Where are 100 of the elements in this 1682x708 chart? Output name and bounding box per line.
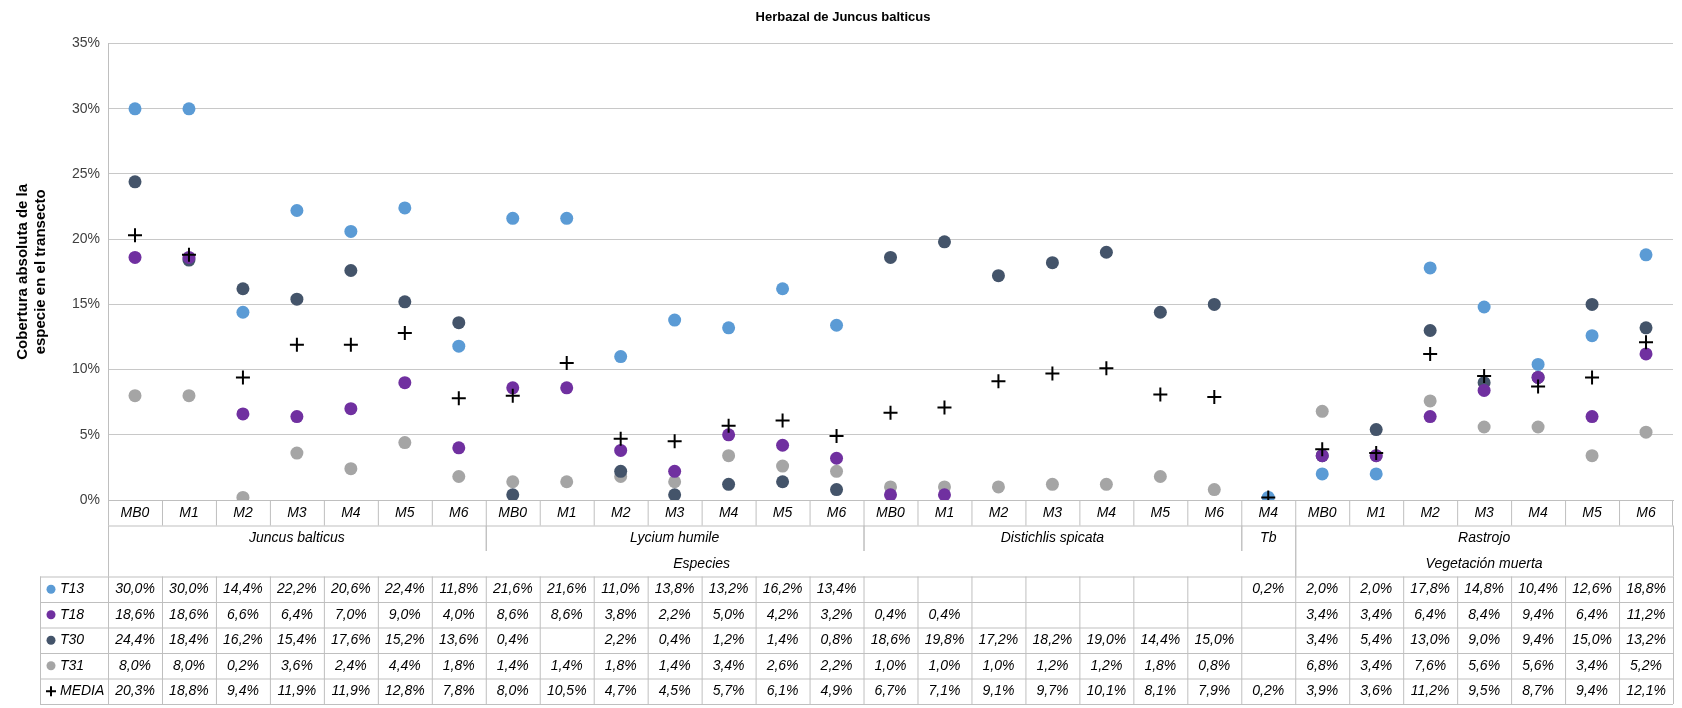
y-tick-label: 30%: [71, 99, 101, 116]
data-label: 8,0%: [173, 656, 205, 673]
x-tick-label: M5: [772, 503, 793, 520]
data-label: 4,0%: [442, 605, 475, 622]
text: Juncus balticus: [248, 529, 345, 546]
data-label: 7,6%: [1414, 656, 1447, 673]
data-label: 9,4%: [1522, 605, 1555, 622]
data-label: 1,0%: [874, 656, 907, 673]
data-label: 5,4%: [1360, 631, 1393, 648]
data-label: 3,2%: [820, 605, 853, 622]
data-label: 2,0%: [1305, 580, 1339, 597]
data-label: 18,2%: [1032, 631, 1073, 648]
data-label: 1,4%: [550, 656, 583, 673]
data-label: 16,2%: [762, 580, 803, 597]
data-label: 2,2%: [657, 605, 691, 622]
legend-label: MEDIA: [60, 682, 105, 699]
legend-label: T13: [60, 580, 85, 597]
data-label: 0,2%: [226, 656, 259, 673]
x-tick-label: M2: [233, 503, 253, 520]
data-label: 5,0%: [712, 605, 745, 622]
data-label: 1,0%: [982, 656, 1015, 673]
text: Distichlis spicata: [1000, 529, 1105, 546]
x-tick-label: M4: [718, 503, 739, 520]
x-tick-label: M3: [1474, 503, 1495, 520]
data-label: 11,9%: [277, 682, 317, 699]
data-label: 1,4%: [496, 656, 529, 673]
data-label: 8,0%: [496, 682, 529, 699]
data-label: 3,4%: [1306, 631, 1339, 648]
x-tick-label: M6: [826, 503, 847, 520]
data-label: 3,4%: [1360, 656, 1393, 673]
data-label: 2,6%: [765, 656, 799, 673]
data-label: 1,2%: [712, 631, 745, 648]
data-label: 4,2%: [766, 605, 799, 622]
x-tick-label: M1: [1366, 503, 1386, 520]
data-label: 19,0%: [1086, 631, 1127, 648]
data-label: 9,1%: [982, 682, 1015, 699]
data-label: 11,9%: [331, 682, 371, 699]
data-label: 11,8%: [439, 580, 479, 597]
data-label: 3,9%: [1306, 682, 1339, 699]
y-tick-label: 35%: [71, 34, 101, 51]
data-label: 18,8%: [1626, 580, 1666, 597]
y-tick-label: 5%: [79, 425, 101, 442]
x-tick-label: M3: [664, 503, 685, 520]
data-label: 2,4%: [333, 656, 367, 673]
data-label: 4,4%: [388, 656, 421, 673]
y-tick-label: 20%: [71, 230, 101, 247]
data-label: 1,2%: [1090, 656, 1123, 673]
x-tick-label: M2: [988, 503, 1009, 520]
data-label: 3,6%: [280, 656, 313, 673]
data-label: 4,7%: [604, 682, 637, 699]
data-label: 3,4%: [1360, 605, 1393, 622]
data-label: 3,4%: [1576, 656, 1609, 673]
data-label: 0,4%: [928, 605, 961, 622]
data-label: 3,4%: [712, 656, 745, 673]
y-tick-label: 25%: [71, 164, 101, 181]
text: Rastrojo: [1458, 529, 1511, 546]
data-label: 4,5%: [658, 682, 691, 699]
x-tick-label: MB0: [498, 503, 528, 520]
x-tick-label: M2: [610, 503, 631, 520]
data-label: 17,2%: [978, 631, 1019, 648]
data-label: 9,0%: [1468, 631, 1501, 648]
x-tick-label: M3: [1042, 503, 1063, 520]
data-label: 15,4%: [277, 631, 317, 648]
data-label: 8,1%: [1144, 682, 1177, 699]
x-tick-label: M5: [1150, 503, 1171, 520]
legend-label: T18: [60, 605, 85, 622]
text: Lycium humile: [630, 529, 720, 546]
data-label: 8,6%: [496, 605, 529, 622]
data-label: 9,4%: [1576, 682, 1609, 699]
data-label: 10,1%: [1086, 682, 1127, 699]
x-tick-label: M2: [1420, 503, 1441, 520]
data-label: 13,2%: [1626, 631, 1666, 648]
x-tick-label: M4: [341, 503, 361, 520]
data-label: 5,6%: [1522, 656, 1555, 673]
data-label: 1,2%: [1036, 656, 1069, 673]
x-tick-label: M4: [1528, 503, 1549, 520]
x-tick-label: M5: [1582, 503, 1602, 520]
data-label: 1,8%: [442, 656, 475, 673]
data-label: 13,6%: [438, 631, 479, 648]
x-tick-label: M1: [556, 503, 577, 520]
y-tick-label: 0%: [79, 490, 101, 507]
x-tick-label: M6: [1636, 503, 1656, 520]
data-label: 17,6%: [331, 631, 371, 648]
data-label: 21,6%: [491, 580, 533, 597]
data-label: 9,4%: [1522, 631, 1555, 648]
legend-label: T30: [60, 631, 85, 648]
data-label: 7,1%: [928, 682, 961, 699]
data-label: 1,8%: [1144, 656, 1177, 673]
data-label: 12,1%: [1626, 682, 1666, 699]
y-axis-title: Cobertura absoluta de la especie en el transecto: [13, 183, 49, 360]
data-label: 2,0%: [1359, 580, 1393, 597]
x-tick-label: MB0: [120, 503, 150, 520]
data-label: 14,4%: [223, 580, 263, 597]
data-label: 8,7%: [1522, 682, 1555, 699]
data-label: 24,4%: [114, 631, 155, 648]
data-label: 6,7%: [874, 682, 907, 699]
data-label: 1,4%: [658, 656, 691, 673]
data-label: 22,2%: [276, 580, 317, 597]
data-label: 15,2%: [384, 631, 425, 648]
data-label: 7,9%: [1198, 682, 1231, 699]
